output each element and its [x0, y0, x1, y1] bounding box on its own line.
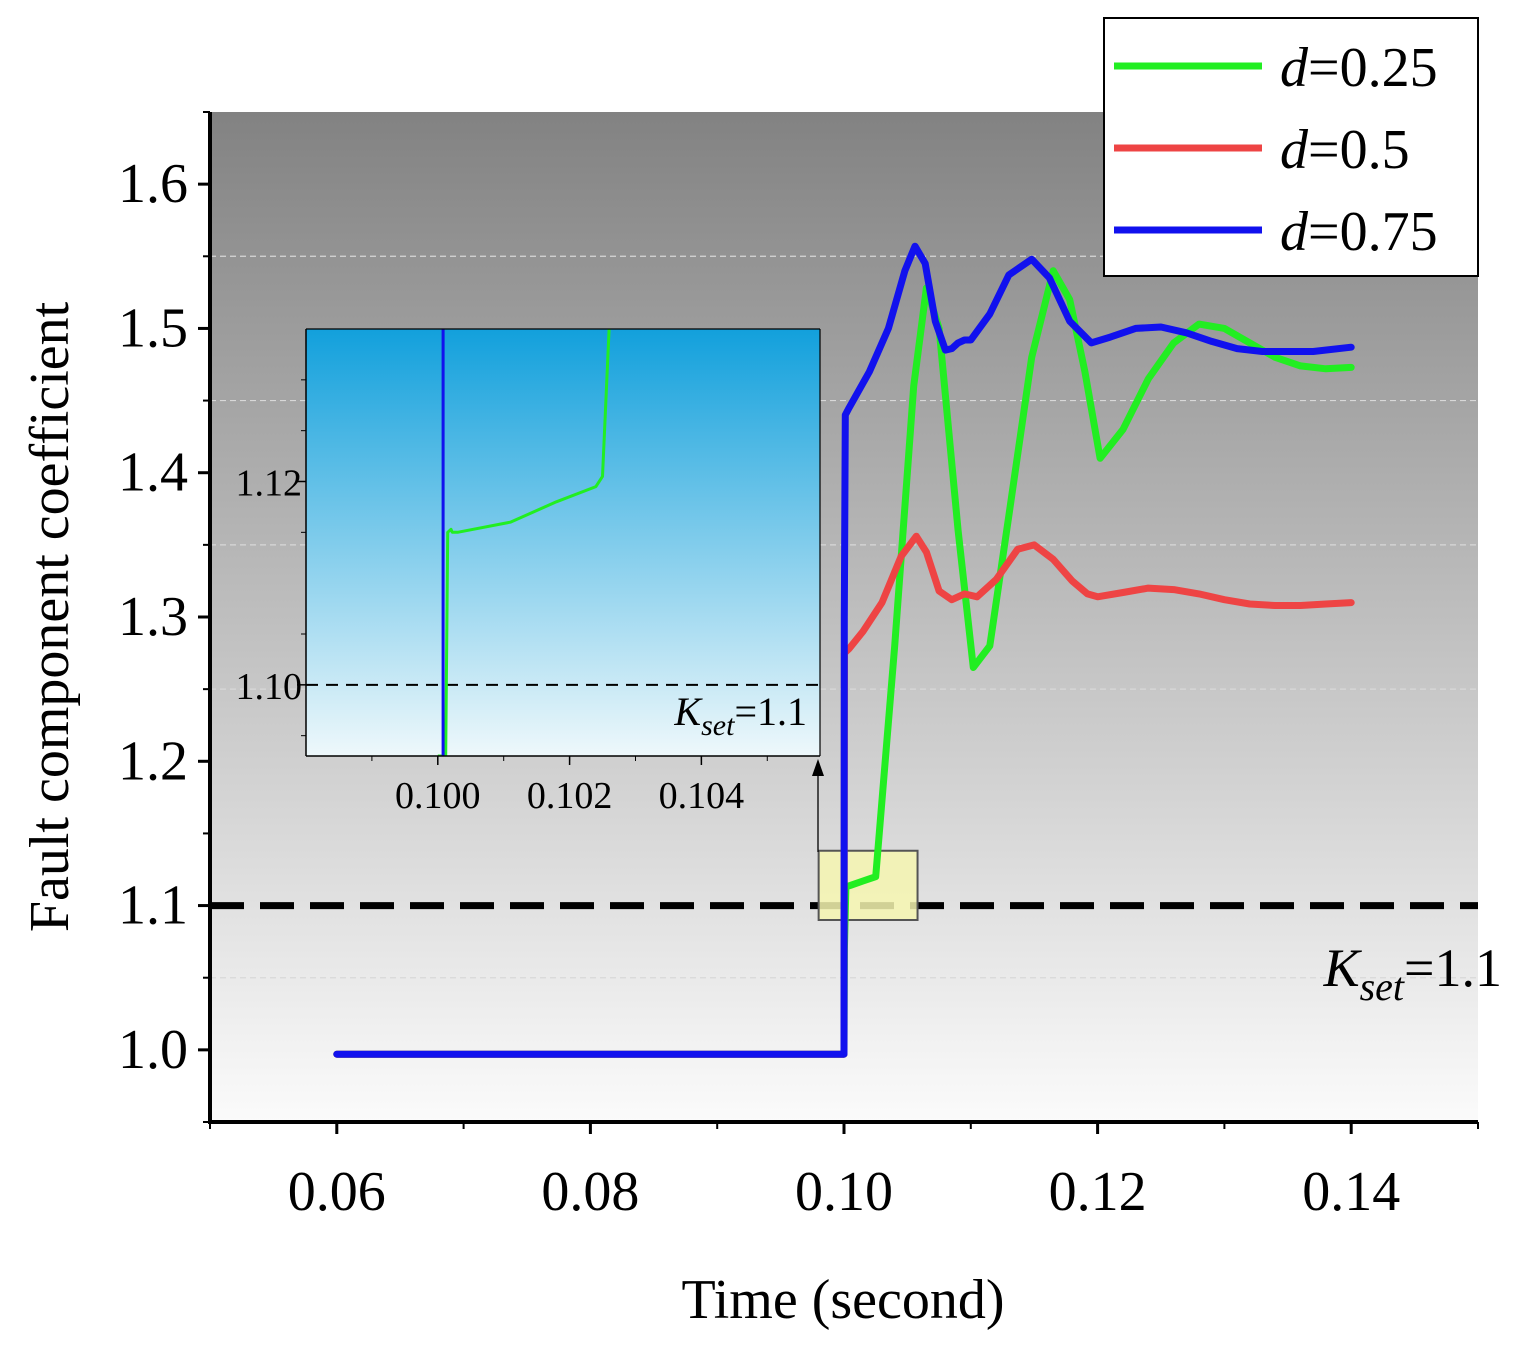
inset-threshold-k: K: [673, 689, 703, 734]
zoom-region-box: [817, 849, 919, 921]
inset-plot: [306, 329, 820, 756]
y-tick-label: 1.5: [118, 297, 188, 359]
x-tick-label: 0.12: [1049, 1161, 1147, 1223]
series-d05: [333, 532, 1355, 1058]
threshold-label-k: K: [1323, 938, 1363, 998]
y-tick-label: 1.3: [118, 586, 188, 648]
series-d075: [333, 242, 1355, 1058]
axis-ticks: 0.06 0.08 0.10 0.12 0.14 1.0 1.1 1.2 1.3 1.4 1.5 1.…: [118, 111, 1479, 1223]
series-group: [333, 242, 1355, 1058]
x-tick-label: 0.10: [795, 1161, 893, 1223]
y-tick-label: 1.0: [118, 1019, 188, 1081]
legend-d05-rest: =0.5: [1308, 119, 1410, 181]
series-d025: [333, 267, 1355, 1058]
y-tick-label: 1.2: [118, 730, 188, 792]
legend-d025-italic: d: [1280, 37, 1309, 99]
inset-y-tick-label: 1.12: [236, 463, 303, 505]
y-tick-label: 1.1: [118, 875, 188, 937]
legend-d05-italic: d: [1280, 119, 1309, 181]
threshold-label: Kset=1.1: [1323, 938, 1502, 1009]
y-axis-label: Fault component coefficient: [19, 301, 81, 932]
inset-x-tick-label: 0.100: [395, 775, 481, 817]
inset-ticks: 0.100 0.102 0.104 1.10 1.12: [236, 379, 768, 817]
inset-y-tick-label: 1.10: [236, 666, 303, 708]
legend: d=0.25 d=0.5 d=0.75: [1103, 17, 1479, 277]
y-tick-label: 1.6: [118, 153, 188, 215]
legend-d025-rest: =0.25: [1308, 37, 1438, 99]
inset-threshold-rest: =1.1: [734, 689, 807, 734]
inset-x-tick-label: 0.102: [527, 775, 613, 817]
inset-x-tick-label: 0.104: [659, 775, 745, 817]
y-tick-label: 1.4: [118, 442, 188, 504]
inset-threshold-label: Kset=1.1: [673, 689, 807, 742]
legend-label-d025: d=0.25: [1280, 37, 1438, 99]
legend-d075-rest: =0.75: [1308, 201, 1438, 263]
legend-label-d05: d=0.5: [1280, 119, 1410, 181]
legend-label-d075: d=0.75: [1280, 201, 1438, 263]
legend-d075-italic: d: [1280, 201, 1309, 263]
x-tick-label: 0.06: [288, 1161, 386, 1223]
x-axis-label: Time (second): [681, 1269, 1004, 1331]
threshold-label-rest: =1.1: [1404, 938, 1502, 998]
x-tick-label: 0.14: [1302, 1161, 1400, 1223]
threshold-label-sub: set: [1360, 964, 1405, 1009]
inset-series-d025: [437, 329, 611, 756]
inset-threshold-sub: set: [701, 709, 735, 742]
x-tick-label: 0.08: [541, 1161, 639, 1223]
zoom-connector-arrowhead: [812, 759, 824, 776]
